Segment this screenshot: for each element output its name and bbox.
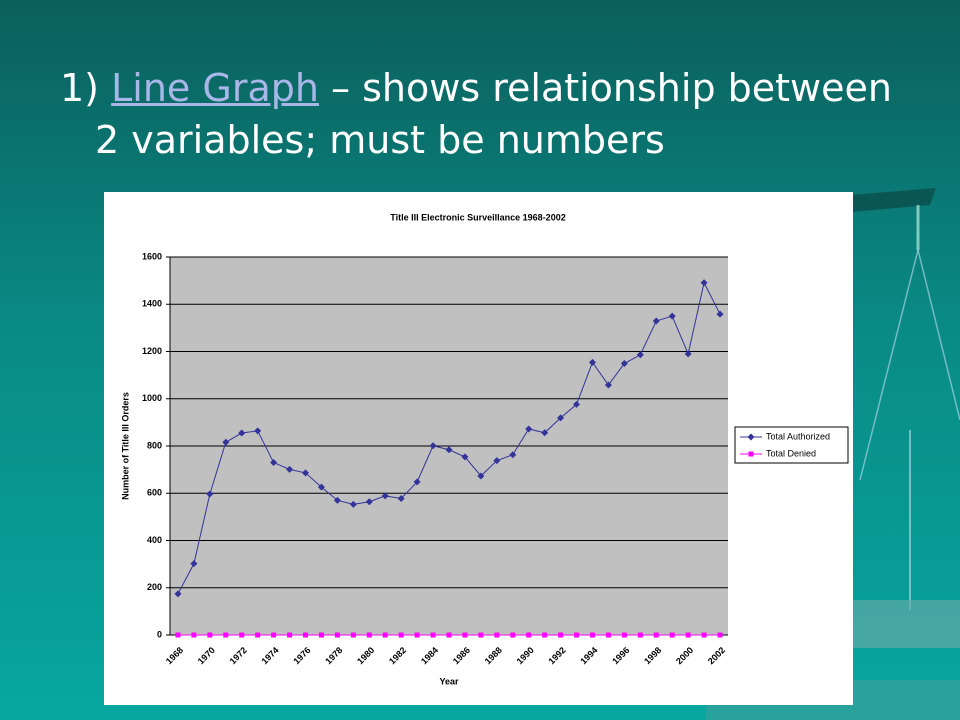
data-point	[271, 632, 277, 638]
data-point	[270, 459, 278, 467]
y-tick-label: 600	[147, 488, 162, 498]
data-point	[510, 632, 516, 638]
data-point	[589, 632, 595, 638]
data-point	[303, 632, 309, 638]
data-point	[445, 446, 453, 454]
data-point	[333, 496, 341, 504]
link[interactable]: Line Graph	[111, 66, 319, 110]
data-point	[317, 483, 325, 491]
data-point	[637, 632, 643, 638]
legend-marker	[748, 451, 754, 457]
legend-label: Total Authorized	[766, 431, 830, 441]
data-point	[494, 632, 500, 638]
slide-heading: 1) Line Graph – shows relationship betwe…	[60, 62, 892, 166]
data-point	[191, 632, 197, 638]
data-point	[334, 632, 340, 638]
data-point	[381, 492, 389, 500]
data-point	[557, 414, 565, 422]
data-point	[685, 632, 691, 638]
y-tick-label: 800	[147, 440, 162, 450]
y-tick-label: 1200	[142, 346, 162, 356]
data-point	[700, 279, 708, 287]
y-tick-label: 400	[147, 535, 162, 545]
data-point	[239, 632, 245, 638]
y-tick-label: 1400	[142, 299, 162, 309]
data-point	[286, 465, 294, 473]
data-point	[653, 632, 659, 638]
y-tick-label: 1600	[142, 251, 162, 261]
y-axis-title: Number of Title III Orders	[120, 392, 130, 500]
heading-text: 2 variables; must be numbers	[95, 118, 665, 162]
data-point	[461, 453, 469, 461]
data-point	[668, 312, 676, 320]
data-point	[429, 442, 437, 450]
data-point	[574, 632, 580, 638]
data-point	[350, 632, 356, 638]
data-point	[477, 472, 485, 480]
legend-marker	[747, 433, 755, 441]
data-point	[238, 429, 246, 437]
data-point	[190, 560, 198, 568]
data-point	[462, 632, 468, 638]
data-point	[206, 490, 214, 498]
data-point	[223, 632, 229, 638]
data-point	[349, 500, 357, 508]
data-point	[430, 632, 436, 638]
data-point	[620, 360, 628, 368]
data-point	[397, 494, 405, 502]
chart: Title III Electronic Surveillance 1968-2…	[104, 192, 853, 705]
y-tick-label: 1000	[142, 393, 162, 403]
list-number: 1)	[60, 66, 100, 110]
data-point	[558, 632, 564, 638]
data-point	[175, 632, 181, 638]
y-tick-label: 0	[157, 629, 162, 639]
data-point	[588, 358, 596, 366]
data-point	[573, 400, 581, 408]
data-point	[509, 451, 517, 459]
data-point	[604, 381, 612, 389]
data-point	[669, 632, 675, 638]
data-point	[542, 632, 548, 638]
legend-box	[734, 426, 849, 464]
data-point	[174, 590, 182, 598]
data-point	[365, 498, 373, 506]
data-point	[652, 317, 660, 325]
data-point	[701, 632, 707, 638]
data-point	[382, 632, 388, 638]
data-point	[541, 429, 549, 437]
data-point	[717, 632, 723, 638]
data-point	[302, 469, 310, 477]
heading-text: – shows relationship between	[331, 66, 892, 110]
data-point	[636, 351, 644, 359]
data-point	[398, 632, 404, 638]
data-point	[207, 632, 213, 638]
data-point	[684, 350, 692, 358]
data-point	[621, 632, 627, 638]
x-axis-title: Year	[439, 676, 459, 686]
data-point	[446, 632, 452, 638]
data-point	[414, 632, 420, 638]
data-point	[222, 438, 230, 446]
data-point	[716, 310, 724, 318]
data-point	[478, 632, 484, 638]
legend-label: Total Denied	[766, 448, 816, 458]
data-point	[525, 425, 533, 433]
data-point	[413, 478, 421, 486]
data-point	[255, 632, 261, 638]
data-point	[287, 632, 293, 638]
data-point	[605, 632, 611, 638]
y-tick-label: 200	[147, 582, 162, 592]
chart-title: Title III Electronic Surveillance 1968-2…	[390, 212, 565, 222]
data-point	[254, 427, 262, 435]
data-point	[526, 632, 532, 638]
data-point	[366, 632, 372, 638]
data-point	[318, 632, 324, 638]
data-point	[493, 457, 501, 465]
